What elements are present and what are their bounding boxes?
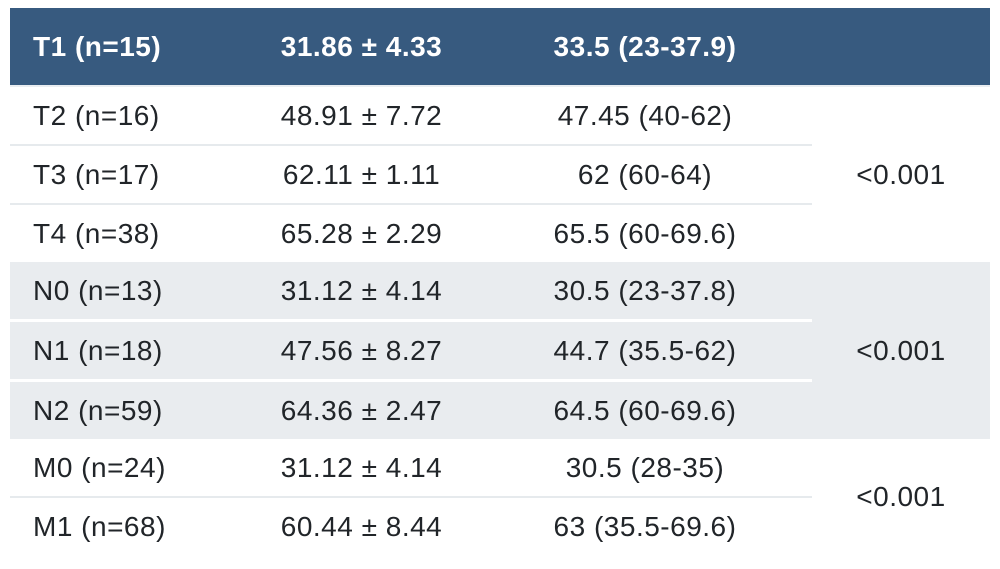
stage-cell: M0 (n=24) [10,439,245,498]
median-range-cell: 33.5 (23-37.9) [478,8,812,87]
stage-cell: M1 (n=68) [33,510,166,542]
stage-cell: T3 (n=17) [10,145,245,205]
mean-sd-cell: 48.91 ± 7.72 [245,86,478,146]
mean-sd-cell: 65.28 ± 2.29 [280,217,443,249]
row-t2: T2 (n=16) 48.91 ± 7.72 47.45 (40-62) <0.… [10,86,990,190]
header-row-t1: T1 (n=15) 31.86 ± 4.33 33.5 (23-37.9) [10,8,990,87]
median-range-cell: 30.5 (28-35) [478,439,812,498]
mean-sd-cell: 31.12 ± 4.14 [245,439,478,498]
row-n2: N2 (n=59) 64.36 ± 2.47 64.5 (60-69.6) [10,380,990,439]
stage-cell: N2 (n=59) [10,380,245,439]
mean-sd-cell: 31.86 ± 4.33 [245,8,478,87]
mean-sd-cell: 64.36 ± 2.47 [245,380,478,439]
row-n1: N1 (n=18) 47.56 ± 8.27 44.7 (35.5-62) [10,320,990,382]
median-range-cell: 30.5 (23-37.8) [478,262,812,322]
median-range-cell: 65.5 (60-69.6) [553,217,737,249]
header-p-value-cell [812,8,990,87]
mean-sd-cell: 60.44 ± 8.44 [280,510,443,542]
median-range-cell: 62 (60-64) [478,145,812,205]
median-range-cell: 47.45 (40-62) [478,86,812,146]
median-range-cell: 63 (35.5-69.6) [553,510,737,542]
row-t3: T3 (n=17) 62.11 ± 1.11 62 (60-64) [10,145,990,205]
stage-cell: N1 (n=18) [10,320,245,382]
mean-sd-cell: 47.56 ± 8.27 [245,320,478,382]
p-value-cell-t-group: <0.001 [856,158,946,190]
row-m0: M0 (n=24) 31.12 ± 4.14 30.5 (28-35) <0.0… [10,439,990,512]
stage-cell: T4 (n=38) [33,217,160,249]
row-n0: N0 (n=13) 31.12 ± 4.14 30.5 (23-37.8) <0… [10,262,990,439]
stage-cell: T1 (n=15) [10,8,245,87]
stage-cell: N0 (n=13) [10,262,245,322]
median-range-cell: 44.7 (35.5-62) [478,320,812,382]
mean-sd-cell: 31.12 ± 4.14 [245,262,478,322]
tnm-staging-table: T1 (n=15) 31.86 ± 4.33 33.5 (23-37.9) T2… [10,8,990,555]
median-range-cell: 64.5 (60-69.6) [478,380,812,439]
row-t4: T4 (n=38) 65.28 ± 2.29 65.5 (60-69.6) [10,204,990,262]
p-value-cell-m-group: <0.001 [856,481,946,512]
stage-cell: T2 (n=16) [10,86,245,146]
p-value-cell-n-group: <0.001 [812,262,990,439]
row-m1: M1 (n=68) 60.44 ± 8.44 63 (35.5-69.6) [10,497,990,555]
mean-sd-cell: 62.11 ± 1.11 [245,145,478,205]
